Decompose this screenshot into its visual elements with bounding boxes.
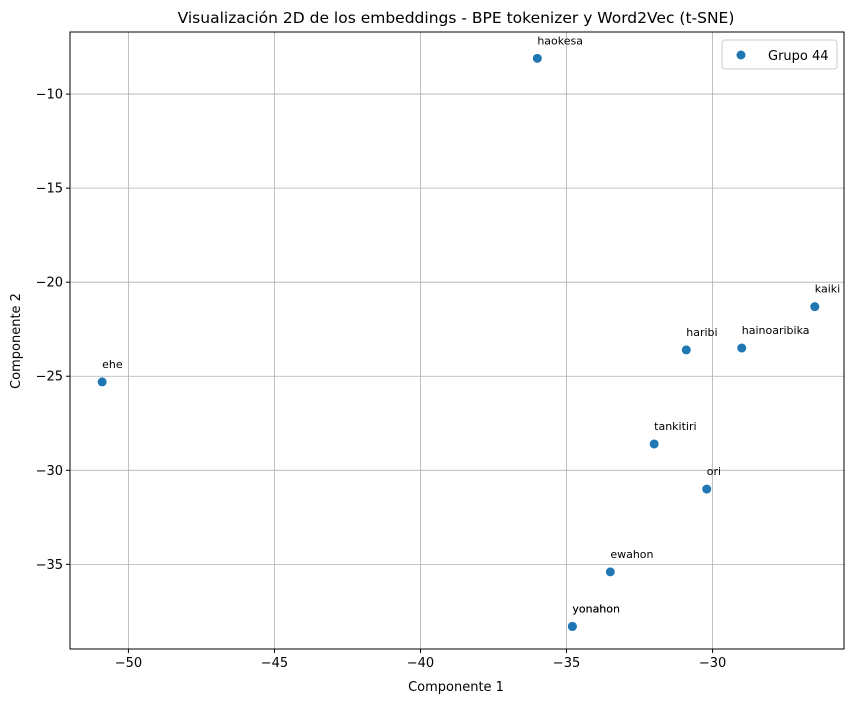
y-tick-label: −25 — [36, 370, 63, 385]
data-point — [681, 345, 691, 355]
data-point-label: haokesa — [537, 34, 583, 47]
y-tick-label: −20 — [36, 276, 63, 291]
x-tick-label: −40 — [407, 656, 434, 671]
data-point-label: tankitiri — [654, 420, 696, 433]
y-tick-label: −10 — [36, 88, 63, 103]
data-point — [567, 621, 577, 631]
legend-box — [721, 39, 838, 70]
data-point — [702, 484, 712, 494]
x-tick-label: −45 — [261, 656, 288, 671]
plot-frame — [69, 31, 845, 650]
data-point-label: ori — [707, 465, 721, 478]
y-tick-label: −15 — [36, 182, 63, 197]
x-tick-label: −50 — [115, 656, 142, 671]
legend-marker — [736, 50, 746, 60]
data-point-label: haribi — [686, 326, 717, 339]
grid — [70, 32, 844, 649]
legend-label: Grupo 44 — [768, 49, 829, 64]
chart-title: Visualización 2D de los embeddings - BPE… — [178, 9, 735, 27]
data-point — [737, 343, 747, 353]
data-point — [810, 302, 820, 312]
data-point — [649, 439, 659, 449]
x-tick-label: −30 — [699, 656, 726, 671]
x-tick-label: −35 — [553, 656, 580, 671]
data-point-label: hainoaribika — [742, 324, 810, 337]
legend: Grupo 44 — [721, 39, 838, 70]
data-point — [97, 377, 107, 387]
data-points: haokesa kaiki haribi hainoaribika ehe tankiti… — [97, 34, 840, 631]
x-axis-label: Componente 1 — [408, 680, 504, 695]
y-axis-label: Componente 2 — [9, 293, 24, 389]
y-tick-label: −30 — [36, 464, 63, 479]
data-point-label: ewahon — [610, 548, 653, 561]
data-point-label: yonahon — [572, 602, 620, 615]
data-point-label: yonahon — [572, 602, 620, 615]
y-tick-label: −35 — [36, 558, 63, 573]
data-point — [605, 567, 615, 577]
axis-ticks: −50 −45 −40 −35 −30 −10 −15 −20 −25 −30 −35 — [36, 88, 727, 671]
data-point — [532, 53, 542, 63]
data-point-label: kaiki — [815, 283, 840, 296]
data-point-label: ehe — [102, 358, 123, 371]
